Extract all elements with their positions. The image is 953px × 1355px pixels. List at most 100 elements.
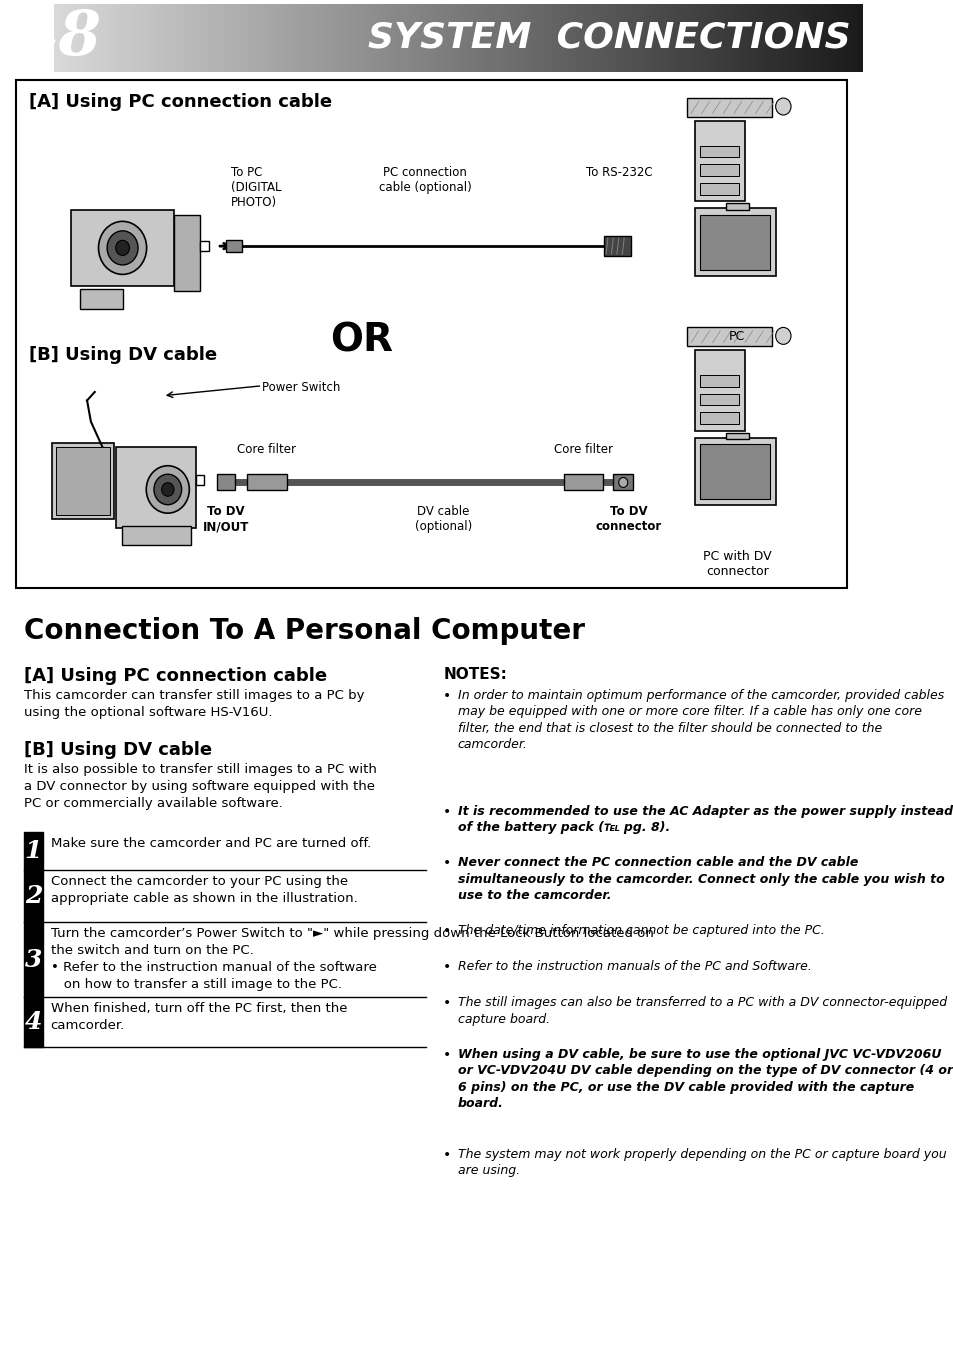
Bar — [466, 4, 471, 72]
Text: 2: 2 — [25, 885, 42, 908]
Bar — [838, 4, 842, 72]
Bar — [632, 4, 637, 72]
Bar — [228, 4, 233, 72]
Bar — [119, 4, 124, 72]
Text: Connection To A Personal Computer: Connection To A Personal Computer — [24, 617, 584, 645]
Bar — [377, 4, 382, 72]
Circle shape — [618, 477, 627, 488]
Bar — [417, 4, 423, 72]
Text: •: • — [443, 805, 451, 818]
Bar — [426, 4, 431, 72]
Bar — [567, 4, 572, 72]
Bar — [204, 4, 209, 72]
Bar — [599, 4, 604, 72]
Bar — [846, 4, 851, 72]
Text: [A] Using PC connection cable: [A] Using PC connection cable — [24, 667, 326, 684]
Bar — [71, 4, 75, 72]
Bar — [688, 4, 693, 72]
Bar — [733, 4, 738, 72]
Bar — [628, 4, 633, 72]
Text: PC with DV
connector: PC with DV connector — [702, 550, 771, 579]
Bar — [269, 4, 274, 72]
Bar — [543, 4, 548, 72]
Bar — [616, 4, 620, 72]
Bar — [422, 4, 427, 72]
Bar — [152, 4, 156, 72]
Bar — [680, 4, 685, 72]
Bar — [83, 4, 88, 72]
Text: When using a DV cable, be sure to use the optional JVC VC-VDV206U or VC-VDV204U : When using a DV cable, be sure to use th… — [457, 1047, 952, 1110]
Text: PC: PC — [728, 329, 744, 343]
Bar — [507, 4, 512, 72]
Bar — [781, 4, 786, 72]
Bar — [538, 4, 544, 72]
Bar — [248, 4, 253, 72]
Bar — [821, 4, 826, 72]
Bar — [309, 4, 314, 72]
Bar — [475, 4, 479, 72]
Bar — [143, 4, 148, 72]
Text: To RS-232C: To RS-232C — [586, 167, 652, 179]
Bar — [200, 241, 209, 251]
Bar — [612, 4, 617, 72]
Bar — [62, 4, 68, 72]
Bar — [725, 432, 748, 439]
Bar — [563, 474, 602, 491]
Bar — [122, 526, 191, 545]
Bar — [724, 4, 730, 72]
Bar — [107, 4, 112, 72]
Bar — [179, 4, 184, 72]
Bar — [361, 4, 366, 72]
Bar — [174, 214, 200, 290]
Bar — [256, 4, 261, 72]
Bar — [337, 4, 342, 72]
Bar — [778, 4, 782, 72]
Text: [A] Using PC connection cable: [A] Using PC connection cable — [29, 92, 332, 111]
Bar — [16, 80, 845, 588]
Text: 1: 1 — [25, 840, 42, 863]
Bar — [374, 4, 378, 72]
Bar — [244, 4, 249, 72]
Bar — [700, 375, 738, 386]
Text: The system may not work properly depending on the PC or capture board you are us: The system may not work properly dependi… — [457, 1148, 945, 1177]
Bar — [789, 4, 794, 72]
Bar — [834, 4, 839, 72]
Bar — [321, 4, 326, 72]
Bar — [462, 4, 467, 72]
Bar — [212, 4, 216, 72]
Bar — [147, 4, 152, 72]
Bar — [325, 4, 330, 72]
Bar — [131, 4, 136, 72]
Bar — [583, 4, 588, 72]
Bar — [357, 4, 362, 72]
Bar — [801, 4, 806, 72]
Bar — [652, 4, 657, 72]
Bar — [579, 4, 584, 72]
Bar — [240, 4, 245, 72]
Bar — [700, 183, 738, 195]
Text: [B] Using DV cable: [B] Using DV cable — [29, 346, 217, 364]
Text: •: • — [443, 1047, 451, 1062]
Bar — [385, 4, 391, 72]
Text: 3: 3 — [25, 947, 42, 972]
Text: [B] Using DV cable: [B] Using DV cable — [24, 741, 212, 759]
Circle shape — [98, 221, 147, 275]
Text: NOTES:: NOTES: — [443, 667, 507, 682]
Bar — [442, 4, 447, 72]
Bar — [289, 4, 294, 72]
Bar — [333, 4, 338, 72]
Bar — [551, 4, 556, 72]
Bar — [293, 4, 297, 72]
Text: Refer to the instruction manuals of the PC and Software.: Refer to the instruction manuals of the … — [457, 961, 811, 973]
Bar — [547, 4, 552, 72]
Bar — [478, 4, 483, 72]
Bar — [313, 4, 317, 72]
Circle shape — [146, 466, 189, 514]
Bar — [458, 4, 463, 72]
Bar — [563, 4, 568, 72]
Bar — [199, 4, 205, 72]
Text: •: • — [443, 856, 451, 870]
Bar — [700, 215, 769, 270]
Bar — [296, 4, 301, 72]
Bar — [672, 4, 678, 72]
